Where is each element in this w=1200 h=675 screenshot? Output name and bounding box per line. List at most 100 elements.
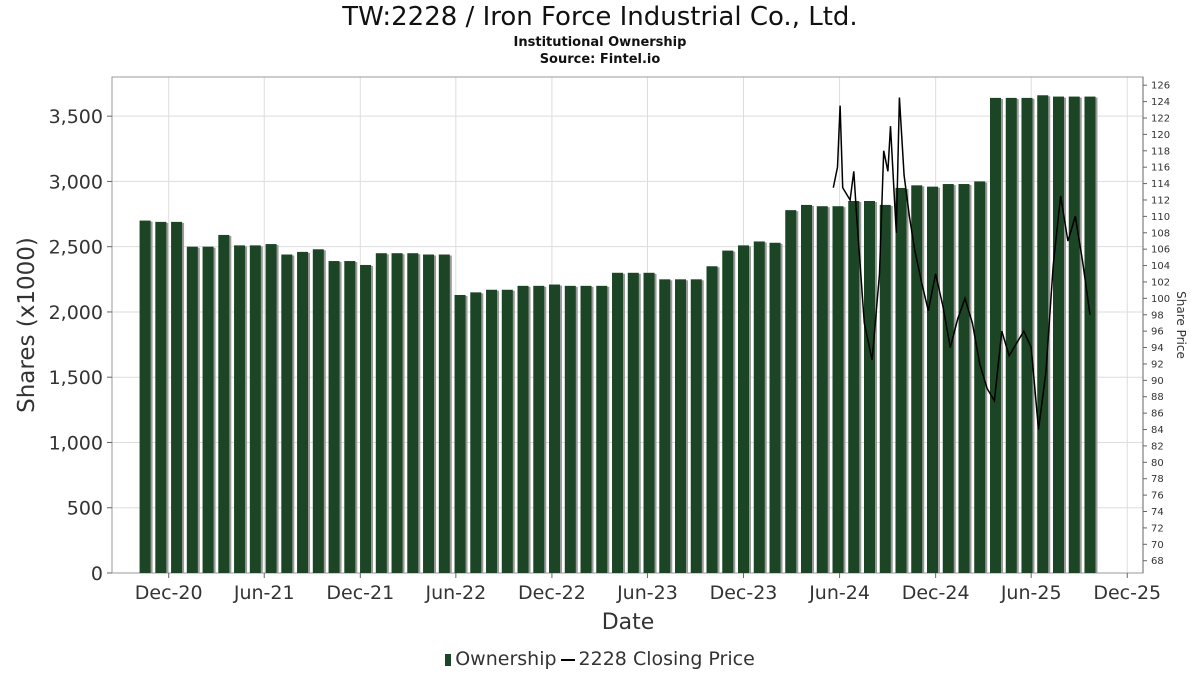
y2-tick-label: 102 (1151, 277, 1170, 288)
y2-axis-label: Share Price (1174, 291, 1188, 359)
y2-tick-label: 122 (1151, 113, 1170, 124)
ownership-bar (438, 254, 450, 573)
ownership-bar (958, 184, 970, 573)
ownership-bar (549, 284, 561, 573)
ownership-bar (391, 253, 403, 574)
x-tick-label: Dec-24 (902, 582, 970, 604)
ownership-bar (297, 251, 309, 573)
ownership-bar (722, 250, 734, 573)
y-tick-label: 500 (67, 498, 103, 520)
ownership-bar (942, 184, 954, 573)
ownership-bar (470, 292, 482, 573)
y2-tick-label: 108 (1151, 228, 1170, 239)
ownership-bar (517, 285, 529, 573)
ownership-bar (344, 261, 356, 573)
ownership-bar (407, 253, 419, 574)
y2-tick-label: 112 (1151, 195, 1170, 206)
y2-tick-label: 86 (1151, 409, 1164, 420)
y2-tick-label: 74 (1151, 507, 1164, 518)
x-tick-label: Jun-21 (233, 582, 295, 604)
ownership-bar (659, 279, 671, 573)
ownership-bar (785, 210, 797, 573)
chart-title: TW:2228 / Iron Force Industrial Co., Ltd… (342, 2, 858, 32)
y2-tick-label: 126 (1151, 81, 1170, 92)
ownership-bar (249, 245, 261, 573)
ownership-bar (769, 242, 781, 573)
y-tick-label: 1,500 (49, 367, 103, 389)
ownership-bar (281, 254, 293, 573)
y2-tick-label: 104 (1151, 261, 1170, 272)
y2-tick-label: 72 (1151, 523, 1164, 534)
ownership-bar (501, 289, 513, 573)
y2-tick-label: 114 (1151, 179, 1170, 190)
ownership-bar (218, 234, 230, 574)
y2-tick-label: 94 (1151, 343, 1164, 354)
y-axis-label: Shares (x1000) (14, 237, 40, 413)
ownership-bar (155, 221, 167, 573)
ownership-bar (627, 272, 639, 573)
ownership-bar (486, 289, 498, 573)
x-tick-label: Jun-23 (616, 582, 678, 604)
x-tick-label: Dec-23 (710, 582, 778, 604)
ownership-bar (911, 185, 923, 573)
ownership-bar (375, 253, 387, 574)
y2-tick-label: 78 (1151, 474, 1164, 485)
y2-tick-label: 90 (1151, 376, 1164, 387)
y2-tick-label: 120 (1151, 130, 1170, 141)
legend-ownership: Ownership (455, 648, 557, 670)
ownership-bar (202, 246, 214, 573)
ownership-bar (643, 272, 655, 573)
ownership-bar (706, 266, 718, 573)
y2-tick-label: 116 (1151, 163, 1170, 174)
ownership-bar (1068, 96, 1080, 573)
y2-tick-label: 70 (1151, 540, 1164, 551)
ownership-bar (816, 206, 828, 573)
ownership-bar (596, 285, 608, 573)
x-tick-label: Dec-21 (326, 582, 394, 604)
chart-subtitle: Institutional Ownership (513, 35, 687, 50)
ownership-bar (738, 245, 750, 573)
ownership-bar (533, 285, 545, 573)
price-line (832, 97, 1091, 430)
ownership-bar (801, 204, 813, 574)
ownership-bar (312, 249, 324, 573)
ownership-bar (1005, 97, 1017, 573)
y-tick-label: 3,500 (49, 106, 103, 128)
y-axis: 0 500 1,000 1,500 2,000 2,500 3,000 3,500 (49, 106, 112, 585)
ownership-bar (360, 264, 372, 573)
y-tick-label: 3,000 (49, 171, 103, 193)
ownership-bar (1021, 97, 1033, 573)
y2-tick-label: 98 (1151, 310, 1164, 321)
y-tick-label: 2,000 (49, 302, 103, 324)
y-tick-label: 0 (91, 563, 103, 585)
ownership-bar (171, 221, 183, 573)
y2-tick-label: 96 (1151, 327, 1164, 338)
ownership-bar (1052, 96, 1064, 573)
y2-tick-label: 84 (1151, 425, 1164, 436)
y2-tick-label: 92 (1151, 359, 1164, 370)
y2-tick-label: 106 (1151, 245, 1170, 256)
x-tick-label: Jun-22 (424, 582, 486, 604)
x-axis-label: Date (602, 610, 655, 635)
ownership-bar (879, 204, 891, 574)
y2-tick-label: 68 (1151, 556, 1164, 567)
ownership-bar (186, 246, 198, 573)
ownership-bar (1084, 96, 1096, 573)
ownership-bar (895, 187, 907, 573)
x-tick-label: Jun-24 (808, 582, 870, 604)
y2-tick-label: 76 (1151, 491, 1164, 502)
ownership-bar (234, 245, 246, 573)
ownership-bar (328, 261, 340, 573)
ownership-bar (974, 181, 986, 573)
ownership-bar (139, 220, 151, 573)
x-tick-label: Dec-25 (1093, 582, 1161, 604)
x-tick-label: Dec-20 (135, 582, 203, 604)
chart-source: Source: Fintel.io (539, 52, 661, 67)
ownership-bar (454, 294, 466, 573)
ownership-bar (926, 186, 938, 574)
x-tick-label: Jun-25 (1000, 582, 1062, 604)
ownership-bar (848, 201, 860, 573)
ownership-bars (139, 95, 1098, 574)
y2-tick-label: 82 (1151, 441, 1164, 452)
